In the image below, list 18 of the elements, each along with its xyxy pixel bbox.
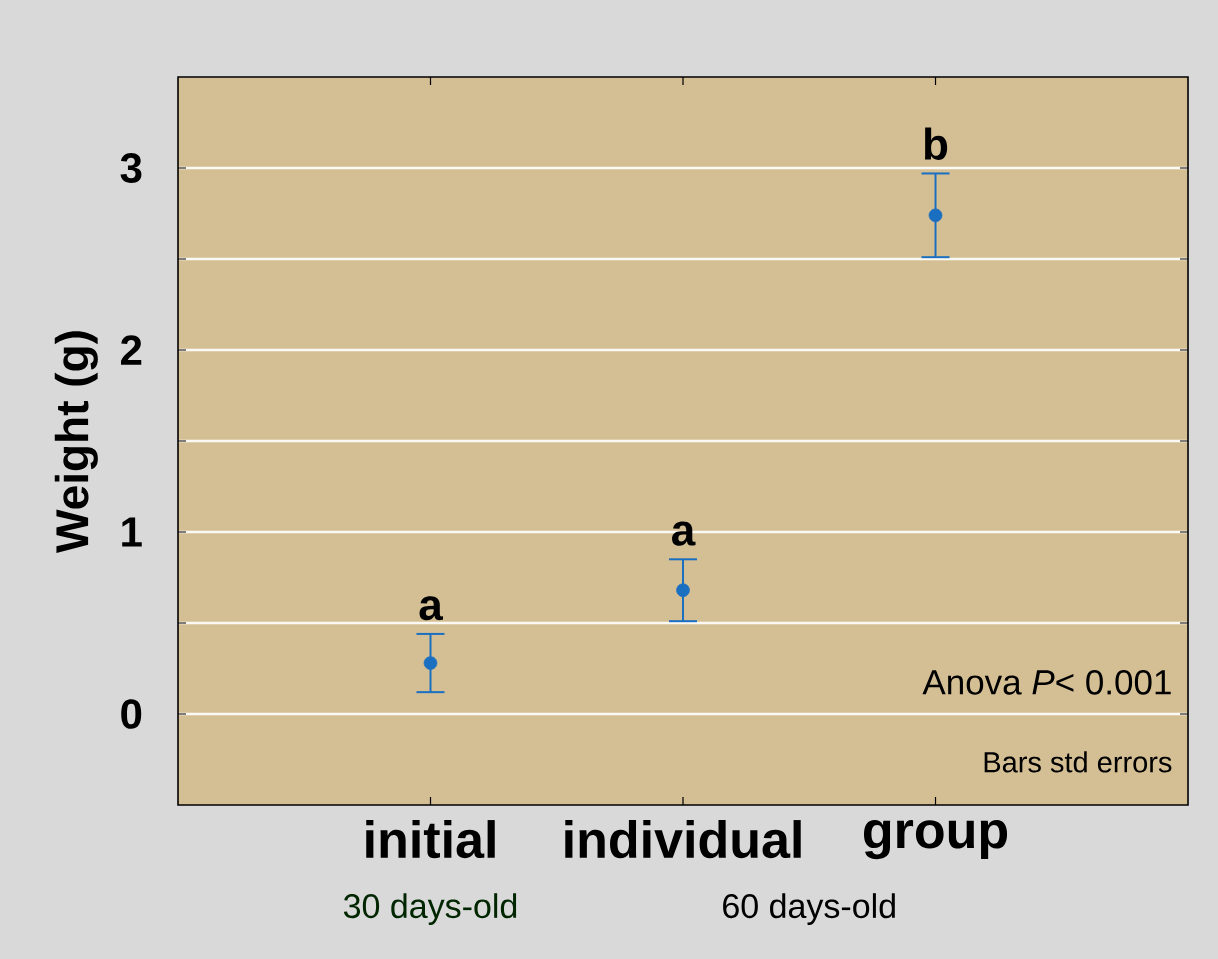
x-tick-label: individual xyxy=(565,820,801,859)
point xyxy=(928,208,943,223)
point xyxy=(423,656,438,670)
x-tick-label: initial xyxy=(366,820,495,859)
y-tick-label: 2 xyxy=(121,335,142,365)
y-tick-label: 1 xyxy=(122,517,142,547)
annotation: Bars std errors xyxy=(984,751,1172,773)
text: 60 days-old xyxy=(723,893,895,925)
point xyxy=(676,583,690,598)
y-tick-label: 3 xyxy=(120,153,142,183)
annotation: b xyxy=(924,127,948,160)
y-tick-label: 0 xyxy=(121,699,142,729)
x-tick-label: group xyxy=(864,820,1008,860)
annotation: a xyxy=(419,596,444,621)
y-axis-title: Weight (g) xyxy=(54,331,98,553)
text: 30 days-old xyxy=(343,893,517,925)
annotation: a xyxy=(672,521,696,546)
annotation: Anova P< 0.001 xyxy=(922,669,1171,695)
